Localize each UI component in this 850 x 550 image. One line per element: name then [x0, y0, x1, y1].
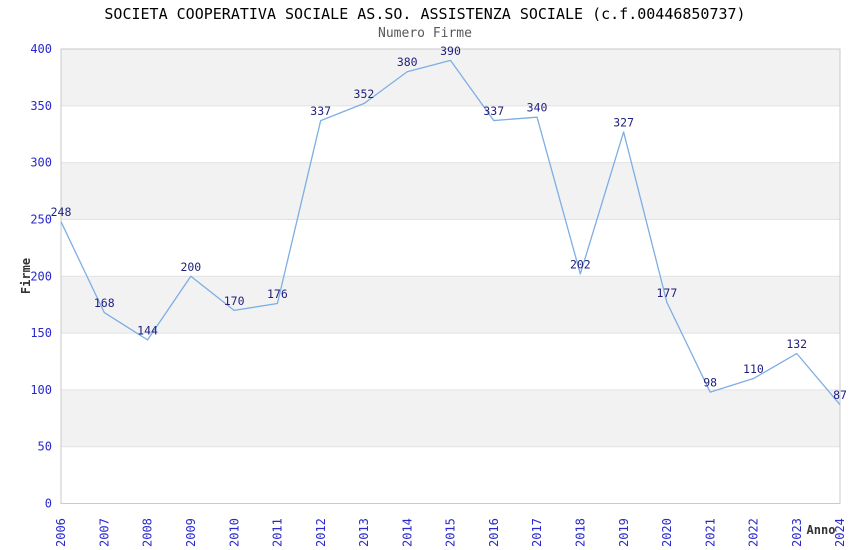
point-label: 170 [224, 294, 245, 308]
point-label: 380 [397, 55, 418, 69]
y-tick-label: 50 [38, 440, 52, 454]
x-tick-label: 2023 [790, 518, 804, 547]
point-label: 327 [613, 115, 634, 129]
x-tick-label: 2012 [314, 518, 328, 547]
point-label: 87 [833, 388, 847, 402]
x-tick-label: 2011 [271, 518, 285, 547]
y-axis-tick-labels: 0 50 100 150 200 250 300 350 400 [30, 42, 52, 511]
x-tick-label: 2008 [141, 518, 155, 547]
x-tick-label: 2019 [617, 518, 631, 547]
x-tick-label: 2021 [703, 518, 717, 547]
y-tick-label: 100 [30, 383, 52, 397]
point-label: 177 [656, 286, 677, 300]
x-tick-label: 2020 [660, 518, 674, 547]
point-label: 248 [51, 205, 72, 219]
x-tick-label: 2018 [574, 518, 588, 547]
point-label: 144 [137, 323, 158, 337]
x-tick-label: 2015 [444, 518, 458, 547]
y-tick-label: 150 [30, 326, 52, 340]
point-label: 352 [354, 87, 375, 101]
y-tick-label: 300 [30, 156, 52, 170]
point-label: 337 [483, 104, 504, 118]
x-tick-label: 2022 [747, 518, 761, 547]
x-tick-label: 2016 [487, 518, 501, 547]
point-label: 200 [180, 260, 201, 274]
point-label: 98 [703, 376, 717, 390]
point-label: 202 [570, 257, 591, 271]
x-tick-label: 2007 [97, 518, 111, 547]
x-tick-label: 2013 [357, 518, 371, 547]
point-label: 337 [310, 104, 331, 118]
series-line [60, 59, 841, 406]
point-label: 168 [94, 296, 115, 310]
y-tick-label: 350 [30, 99, 52, 113]
y-tick-label: 400 [30, 42, 52, 56]
x-tick-label: 2009 [184, 518, 198, 547]
point-labels: 248 168 144 200 170 176 337 352 380 390 337 340 202 3… [51, 44, 847, 402]
x-tick-label: 2014 [400, 518, 414, 547]
y-tick-label: 200 [30, 269, 52, 283]
point-label: 110 [743, 362, 764, 376]
y-tick-label: 0 [45, 497, 52, 511]
x-axis-title: Anno [806, 523, 836, 537]
y-tick-label: 250 [30, 212, 52, 226]
x-axis-tick-labels: 2006 2007 2008 2009 2010 2011 2012 2013 2014 2015… [54, 518, 847, 547]
chart-subtitle: Numero Firme [378, 26, 472, 41]
x-tick-label: 2006 [54, 518, 68, 547]
x-tick-label: 2024 [833, 518, 847, 547]
chart-title: SOCIETA COOPERATIVA SOCIALE AS.SO. ASSIS… [104, 5, 746, 23]
x-tick-label: 2010 [227, 518, 241, 547]
point-label: 340 [527, 101, 548, 115]
point-label: 132 [786, 337, 807, 351]
plot-bands [61, 49, 840, 447]
plot-border [60, 48, 841, 504]
point-label: 390 [440, 44, 461, 58]
x-tick-label: 2017 [530, 518, 544, 547]
point-label: 176 [267, 287, 288, 301]
